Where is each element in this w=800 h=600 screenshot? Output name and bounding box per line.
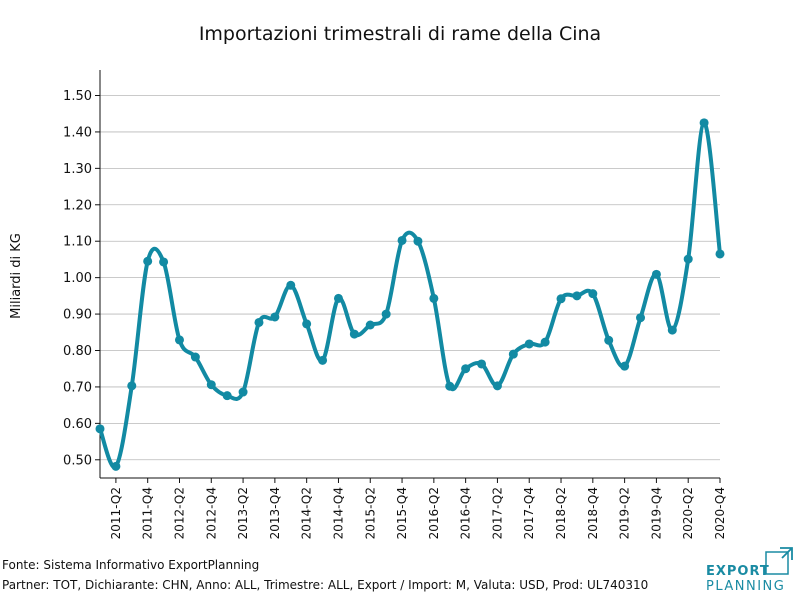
data-point [445, 381, 455, 391]
x-tick-label: 2016-Q4 [459, 487, 473, 539]
x-tick-label: 2012-Q4 [204, 487, 218, 539]
y-tick-label: 1.00 [63, 271, 92, 286]
logo-mark-icon [765, 547, 793, 575]
logo-text-planning: PLANNING [706, 579, 786, 594]
x-tick-label: 2014-Q4 [331, 487, 345, 539]
data-point [588, 289, 598, 299]
data-point [715, 249, 725, 259]
chart-title: Importazioni trimestrali di rame della C… [199, 23, 601, 45]
x-tick-label: 2017-Q4 [522, 487, 536, 539]
y-axis-ticks: 0.50 0.60 0.70 0.80 0.90 1.00 1.10 1.20 1.30 1.40… [63, 89, 100, 468]
data-point [413, 236, 423, 246]
footer-source: Fonte: Sistema Informativo ExportPlannin… [2, 558, 260, 572]
x-tick-label: 2013-Q2 [236, 487, 250, 539]
x-tick-label: 2014-Q2 [300, 487, 314, 539]
logo-text-export: EXPORT [706, 564, 770, 579]
data-point [667, 325, 677, 335]
x-tick-label: 2020-Q2 [681, 487, 695, 539]
x-tick-label: 2012-Q2 [172, 487, 186, 539]
exportplanning-logo: EXPORT PLANNING [706, 546, 798, 596]
x-tick-label: 2015-Q2 [363, 487, 377, 539]
series-line [98, 120, 722, 470]
x-tick-label: 2019-Q4 [649, 487, 663, 539]
data-point [95, 424, 105, 434]
data-point [572, 291, 582, 301]
data-point [477, 359, 487, 369]
data-point [620, 361, 630, 371]
data-point [540, 337, 550, 347]
data-point [254, 317, 264, 327]
y-tick-label: 1.50 [63, 89, 92, 104]
x-tick-label: 2018-Q2 [554, 487, 568, 539]
data-point [349, 329, 359, 339]
y-tick-label: 0.60 [63, 417, 92, 432]
data-point [604, 335, 614, 345]
data-point [111, 461, 121, 471]
data-point [270, 312, 280, 322]
data-point [318, 355, 328, 365]
data-point [190, 352, 200, 362]
data-point [333, 293, 343, 303]
x-tick-label: 2019-Q2 [618, 487, 632, 539]
data-point [222, 391, 232, 401]
data-point [699, 118, 709, 128]
data-point [524, 339, 534, 349]
y-tick-label: 0.70 [63, 380, 92, 395]
data-point [683, 254, 693, 264]
data-point [159, 257, 169, 267]
x-tick-label: 2020-Q4 [713, 487, 727, 539]
data-point [302, 319, 312, 329]
data-point [381, 309, 391, 319]
data-point [143, 256, 153, 266]
data-point [238, 387, 248, 397]
data-point [286, 280, 296, 290]
data-point [492, 381, 502, 391]
y-tick-label: 1.40 [63, 125, 92, 140]
data-point [461, 364, 471, 374]
axes [99, 70, 720, 479]
x-tick-label: 2017-Q2 [490, 487, 504, 539]
data-point [651, 269, 661, 279]
x-tick-label: 2018-Q4 [586, 487, 600, 539]
data-point [127, 381, 137, 391]
data-point [429, 293, 439, 303]
x-tick-label: 2013-Q4 [268, 487, 282, 539]
series-layer [95, 118, 725, 471]
x-axis-ticks: 2011-Q2 2011-Q4 2012-Q2 2012-Q4 2013-Q2 2013-… [109, 478, 727, 539]
x-tick-label: 2016-Q2 [427, 487, 441, 539]
y-tick-label: 0.90 [63, 308, 92, 323]
y-tick-label: 1.20 [63, 198, 92, 213]
x-tick-label: 2015-Q4 [395, 487, 409, 539]
data-point [636, 313, 646, 323]
data-point [508, 349, 518, 359]
y-tick-label: 0.80 [63, 344, 92, 359]
data-point [556, 294, 566, 304]
data-point [206, 380, 216, 390]
x-tick-label: 2011-Q2 [109, 487, 123, 539]
x-tick-label: 2011-Q4 [141, 487, 155, 539]
y-tick-label: 1.30 [63, 162, 92, 177]
grid-lines [100, 95, 720, 461]
footer-partner: Partner: TOT, Dichiarante: CHN, Anno: AL… [2, 578, 649, 592]
y-axis-label: Miliardi di KG [9, 233, 24, 319]
y-tick-label: 1.10 [63, 235, 92, 250]
data-point [397, 235, 407, 245]
data-point [174, 335, 184, 345]
data-point [365, 320, 375, 330]
y-tick-label: 0.50 [63, 453, 92, 468]
